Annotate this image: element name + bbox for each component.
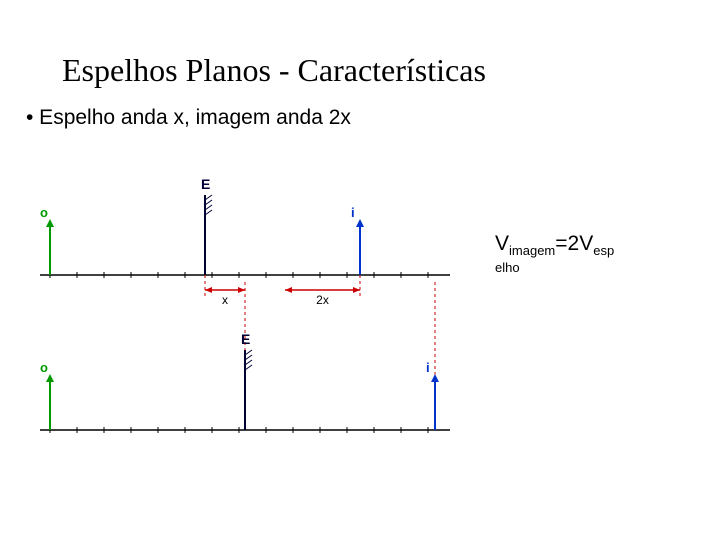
svg-text:E: E <box>201 176 210 192</box>
velocity-formula: Vimagem=2Vesp <box>495 232 614 258</box>
formula-line2: elho <box>495 260 520 275</box>
svg-text:i: i <box>351 205 355 220</box>
svg-text:o: o <box>40 360 48 375</box>
formula-sub-esp: esp <box>593 243 614 258</box>
bullet-text: • Espelho anda x, imagem anda 2x <box>26 106 351 130</box>
svg-text:i: i <box>426 360 430 375</box>
svg-text:o: o <box>40 205 48 220</box>
mirror-diagram: o Ei x 2x o Ei <box>30 160 460 480</box>
formula-sub-imagem: imagem <box>509 243 555 258</box>
svg-text:2x: 2x <box>316 293 329 307</box>
slide-title: Espelhos Planos - Características <box>62 52 486 89</box>
formula-v: V <box>495 232 509 255</box>
svg-text:E: E <box>241 331 250 347</box>
formula-eq: =2V <box>555 232 593 255</box>
svg-text:x: x <box>222 293 228 307</box>
